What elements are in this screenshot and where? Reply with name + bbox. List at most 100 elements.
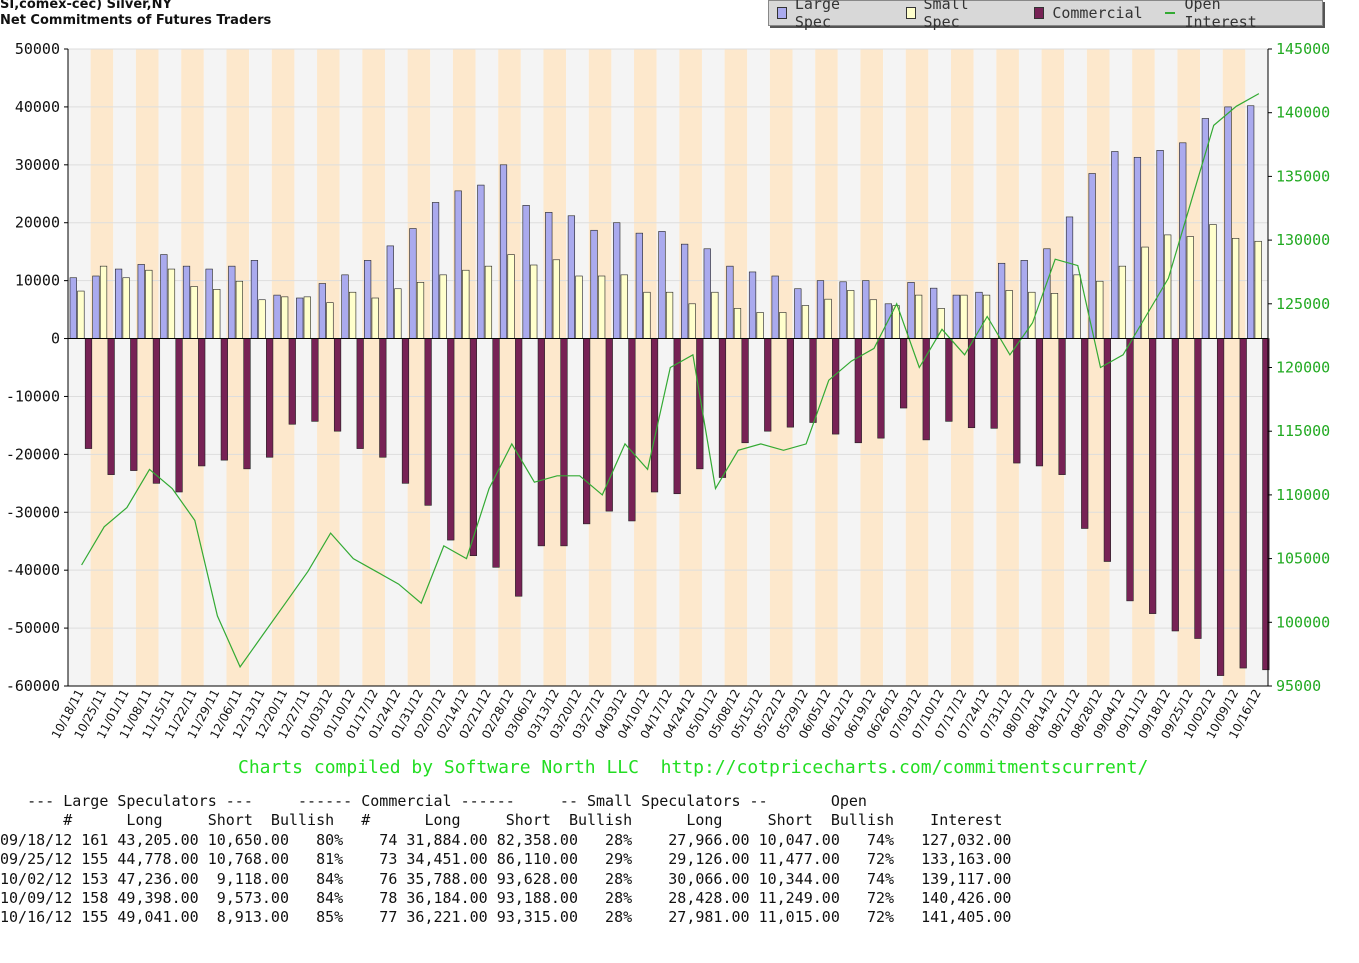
background-stripe <box>883 49 906 686</box>
commercial-bar <box>84 338 93 449</box>
small-spec-bar <box>665 291 674 339</box>
background-stripe <box>407 49 431 686</box>
background-stripe <box>339 49 363 686</box>
legend-label: Small Spec <box>923 0 969 31</box>
large-spec-bar <box>409 228 417 339</box>
right-tick-label: 130000 <box>1276 231 1330 249</box>
chart-title-line2: Net Commitments of Futures Traders <box>0 13 272 28</box>
background-stripe <box>158 49 182 686</box>
large-spec-bar <box>839 281 847 339</box>
open-interest-series-line <box>81 93 1260 669</box>
large-spec-bar <box>160 254 168 339</box>
large-spec-bar <box>1247 105 1255 339</box>
commercial-bar <box>741 338 749 444</box>
small-spec-bar <box>416 282 425 339</box>
right-axis-ticks: 145000 140000 135000 130000 125000 120000 1150… <box>1268 40 1330 695</box>
large-spec-bar <box>137 264 145 339</box>
right-tick-label: 105000 <box>1276 550 1330 568</box>
legend-label: Commercial <box>1052 4 1143 22</box>
small-spec-bar <box>258 299 266 339</box>
large-spec-bar <box>567 215 576 339</box>
large-spec-bar <box>182 265 191 339</box>
table-header-columns: # Long Short Bullish # Long Short Bullis… <box>0 811 1003 830</box>
background-stripe <box>249 49 272 686</box>
large-spec-bar <box>1133 156 1142 339</box>
large-spec-bar <box>703 248 711 339</box>
background-stripe <box>113 49 136 686</box>
small-spec-bar <box>1073 274 1081 339</box>
commercial-bar <box>266 338 274 458</box>
commercial-bar <box>243 338 251 470</box>
commercial-bar <box>583 338 591 525</box>
commercial-bar <box>1058 338 1066 475</box>
background-stripe <box>181 49 204 686</box>
commercial-bar <box>1126 338 1134 602</box>
commercial-bar <box>107 338 115 475</box>
large-spec-bar <box>590 229 598 339</box>
large-spec-bar <box>205 268 213 339</box>
cot-chart: 50000400003000020000100000-10000-20000-3… <box>6 40 1330 741</box>
large-spec-bar <box>635 232 643 339</box>
small-spec-bar <box>530 264 538 339</box>
large-spec-bar <box>114 268 123 339</box>
large-spec-bar <box>930 287 938 339</box>
commercial-bar <box>832 338 840 435</box>
left-axis-ticks: 50000 40000 30000 20000 10000 0 -10000 -20000 -3… <box>6 40 68 695</box>
large-spec-bar <box>613 222 621 339</box>
small-spec-bar <box>439 274 447 339</box>
left-tick-label: 40000 <box>15 98 60 116</box>
large-spec-bar <box>1224 106 1232 339</box>
small-spec-bar <box>733 308 742 339</box>
commercial-bar <box>696 338 704 470</box>
large-spec-bar <box>69 277 77 339</box>
small-spec-bar <box>145 269 153 339</box>
large-spec-bar <box>952 294 960 339</box>
commercial-bar <box>152 338 161 484</box>
commercial-bar <box>288 338 296 425</box>
background-stripe <box>973 49 997 686</box>
right-tick-label: 135000 <box>1276 167 1330 185</box>
large-spec-bar <box>1088 173 1096 339</box>
small-spec-bar <box>711 291 719 339</box>
small-spec-bar <box>303 296 311 339</box>
legend-large-spec: Large Spec <box>777 0 884 31</box>
small-spec-bar <box>552 259 560 339</box>
legend-label: Large Spec <box>794 0 841 31</box>
large-spec-bar <box>862 280 870 339</box>
commercial-bar <box>854 338 862 444</box>
small-spec-bar <box>688 303 696 339</box>
large-spec-bar <box>658 231 666 339</box>
small-spec-swatch <box>905 7 916 19</box>
commercial-bar <box>333 338 342 432</box>
large-spec-bar <box>318 283 326 339</box>
legend-open-interest: Open Interest <box>1164 0 1300 31</box>
left-tick-label: 50000 <box>15 40 60 58</box>
background-stripe <box>68 49 91 686</box>
background-stripe <box>611 49 635 686</box>
small-spec-bar <box>1141 246 1149 339</box>
open-interest-swatch <box>1164 12 1175 14</box>
commercial-bar <box>130 338 138 471</box>
small-spec-bar <box>99 265 108 339</box>
legend-commercial: Commercial <box>1034 4 1143 22</box>
legend-small-spec: Small Spec <box>905 0 1013 31</box>
background-stripe <box>769 49 793 686</box>
credit-text: Charts compiled by Software North LLC ht… <box>238 757 1149 778</box>
small-spec-bar <box>1028 291 1036 339</box>
left-tick-label: -40000 <box>6 561 60 579</box>
left-tick-label: 30000 <box>15 156 60 174</box>
large-spec-bar <box>499 164 508 339</box>
chart-title-line1: SI,comex-cec) Silver,NY <box>0 0 172 12</box>
background-stripe <box>203 49 227 686</box>
large-spec-bar <box>998 262 1006 339</box>
small-spec-bar <box>122 277 130 339</box>
commercial-bar <box>650 338 659 493</box>
large-spec-bar <box>1156 150 1164 339</box>
left-tick-label: 20000 <box>15 214 60 232</box>
background-stripe <box>928 49 952 686</box>
small-spec-bar <box>1050 293 1059 339</box>
large-spec-bar <box>1043 248 1051 339</box>
small-spec-bar <box>801 305 810 339</box>
commercial-bar <box>447 338 455 541</box>
commercial-bar <box>469 338 478 557</box>
